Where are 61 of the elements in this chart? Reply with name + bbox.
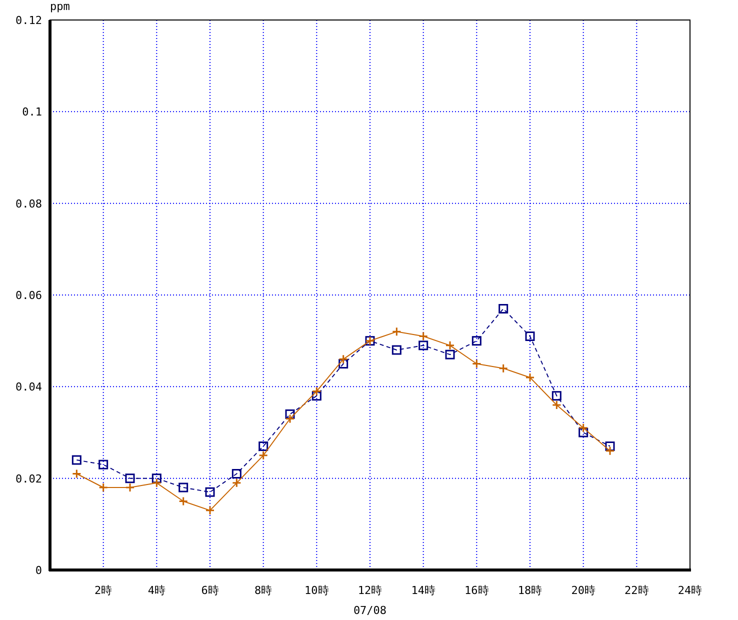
y-tick-label: 0.12 [16, 14, 42, 27]
point [152, 478, 162, 488]
point [178, 482, 188, 492]
x-tick-label: 12時 [358, 584, 382, 597]
point [98, 482, 108, 492]
point [578, 428, 588, 438]
point [312, 391, 322, 401]
y-tick-label: 0.1 [22, 106, 42, 119]
point [605, 446, 615, 456]
point [285, 414, 295, 424]
point [232, 469, 242, 478]
point [285, 409, 295, 419]
point [525, 372, 535, 382]
point [552, 400, 562, 410]
x-tick-label: 4時 [148, 584, 166, 597]
point [472, 336, 482, 346]
y-tick-label: 0.06 [16, 289, 42, 302]
point [125, 482, 135, 492]
x-axis-title: 07/08 [353, 604, 387, 617]
point [98, 460, 108, 470]
point [392, 345, 402, 355]
y-tick-label: 0.02 [16, 472, 42, 486]
point [205, 487, 215, 497]
point [125, 474, 135, 484]
point [605, 442, 615, 451]
x-tick-label: 22時 [624, 584, 649, 597]
point [392, 326, 402, 336]
y-tick-label: 0.08 [16, 197, 42, 210]
point [152, 474, 162, 484]
x-tick-label: 16時 [464, 584, 489, 597]
point [445, 350, 455, 360]
x-tick-label: 24時 [678, 584, 702, 597]
point [232, 478, 242, 488]
point [178, 496, 188, 506]
point [418, 332, 428, 341]
point [552, 391, 562, 401]
point [445, 340, 455, 350]
x-tick-label: 6時 [201, 584, 219, 597]
point [338, 359, 348, 368]
x-tick-label: 10時 [304, 584, 329, 597]
x-tick-label: 8時 [254, 584, 272, 597]
x-tick-label: 20時 [571, 584, 596, 597]
x-tick-label: 18時 [518, 584, 542, 597]
point [258, 442, 268, 451]
point [205, 506, 215, 516]
point [578, 423, 588, 433]
point [418, 340, 428, 350]
x-tick-label: 2時 [94, 584, 112, 597]
point [472, 359, 482, 368]
point [525, 332, 535, 341]
point [498, 364, 508, 374]
point [72, 469, 82, 478]
point [72, 455, 82, 465]
y-tick-label: 0.04 [16, 380, 42, 394]
point [498, 304, 508, 314]
x-tick-label: 14時 [411, 584, 436, 597]
point [312, 386, 322, 396]
point [258, 450, 268, 460]
y-tick-label: 0 [35, 564, 42, 577]
y-axis-title: ppm [50, 0, 70, 13]
point [338, 354, 348, 364]
